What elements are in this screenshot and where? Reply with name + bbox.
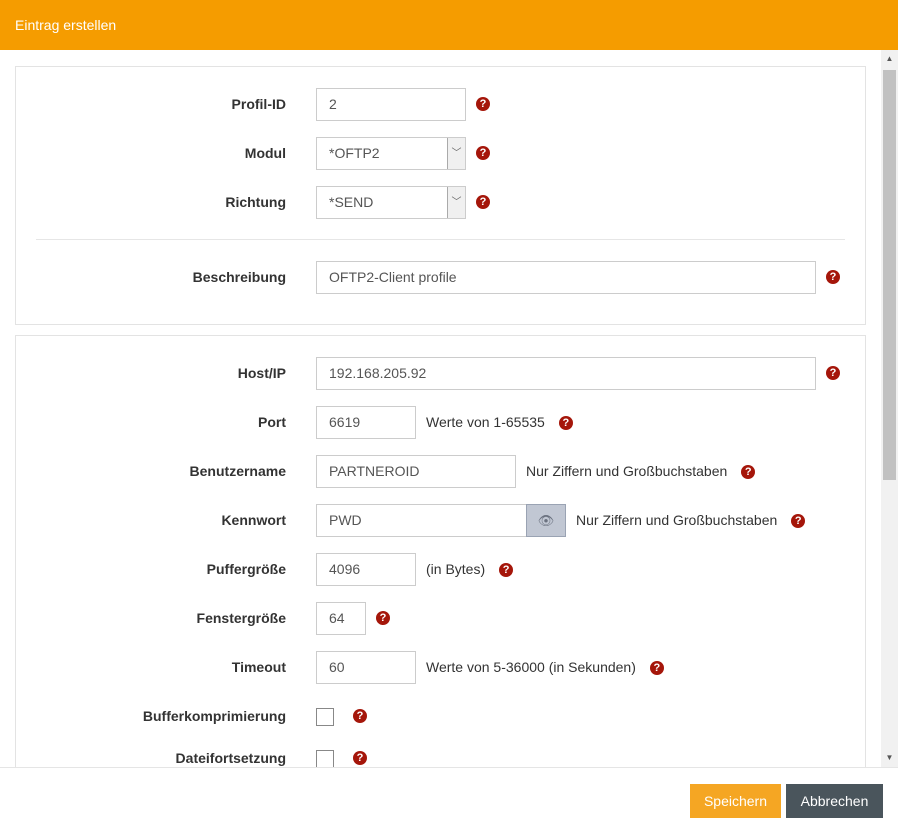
help-icon[interactable]: ? <box>353 751 367 765</box>
module-row: Modul *OFTP2 ﹀ ? <box>16 137 865 170</box>
host-input[interactable]: 192.168.205.92 <box>316 357 816 390</box>
buffer-compression-label: Bufferkomprimierung <box>142 708 286 724</box>
buffer-size-label: Puffergröße <box>206 561 286 577</box>
help-icon[interactable]: ? <box>826 270 840 284</box>
profile-id-input[interactable]: 2 <box>316 88 466 121</box>
help-icon[interactable]: ? <box>649 660 664 675</box>
help-icon[interactable]: ? <box>376 611 390 625</box>
port-row: Port 6619 Werte von 1-65535 ? <box>16 406 865 439</box>
scroll-up-icon[interactable]: ▲ <box>885 54 894 63</box>
port-input[interactable]: 6619 <box>316 406 416 439</box>
description-row: Beschreibung OFTP2-Client profile ? <box>16 261 865 294</box>
dialog-title: Eintrag erstellen <box>15 17 117 33</box>
buffer-size-input[interactable]: 4096 <box>316 553 416 586</box>
general-panel: Profil-ID 2 ? Modul *OFTP2 ﹀ ? Richtung *… <box>15 66 866 325</box>
scrollbar[interactable]: ▲ ▼ <box>881 50 898 767</box>
buffer-size-hint-group: (in Bytes) ? <box>426 553 514 586</box>
help-icon[interactable]: ? <box>499 562 514 577</box>
profile-id-row: Profil-ID 2 ? <box>16 88 865 121</box>
module-select[interactable]: *OFTP2 ﹀ <box>316 137 466 170</box>
username-row: Benutzername PARTNEROID Nur Ziffern und … <box>16 455 865 488</box>
window-size-row: Fenstergröße 64 ? <box>16 602 865 635</box>
port-hint: Werte von 1-65535 <box>426 414 545 430</box>
dialog-header: Eintrag erstellen <box>0 0 898 50</box>
timeout-hint-group: Werte von 5-36000 (in Sekunden) ? <box>426 651 664 684</box>
connection-panel: Host/IP 192.168.205.92 ? Port 6619 Werte… <box>15 335 866 767</box>
port-label: Port <box>258 414 286 430</box>
file-resume-row: Dateifortsetzung ? <box>16 742 865 767</box>
help-icon[interactable]: ? <box>353 709 367 723</box>
scroll-down-icon[interactable]: ▼ <box>885 753 894 762</box>
dialog-body: Profil-ID 2 ? Modul *OFTP2 ﹀ ? Richtung *… <box>0 50 898 767</box>
dialog-footer: Speichern Abbrechen <box>0 767 898 832</box>
description-label: Beschreibung <box>192 269 286 285</box>
window-size-label: Fenstergröße <box>196 610 286 626</box>
timeout-label: Timeout <box>231 659 286 675</box>
host-label: Host/IP <box>237 365 286 381</box>
password-hint-group: Nur Ziffern und Großbuchstaben ? <box>576 504 806 537</box>
host-row: Host/IP 192.168.205.92 ? <box>16 357 865 390</box>
buffer-size-row: Puffergröße 4096 (in Bytes) ? <box>16 553 865 586</box>
window-size-input[interactable]: 64 <box>316 602 366 635</box>
help-icon[interactable]: ? <box>791 513 806 528</box>
chevron-down-icon: ﹀ <box>447 187 465 218</box>
chevron-down-icon: ﹀ <box>447 138 465 169</box>
username-hint-group: Nur Ziffern und Großbuchstaben ? <box>526 455 756 488</box>
direction-label: Richtung <box>225 194 286 210</box>
help-icon[interactable]: ? <box>826 366 840 380</box>
help-icon[interactable]: ? <box>476 97 490 111</box>
password-hint: Nur Ziffern und Großbuchstaben <box>576 512 778 528</box>
help-icon[interactable]: ? <box>476 146 490 160</box>
help-icon[interactable]: ? <box>741 464 756 479</box>
direction-select[interactable]: *SEND ﹀ <box>316 186 466 219</box>
buffer-size-hint: (in Bytes) <box>426 561 486 577</box>
username-input[interactable]: PARTNEROID <box>316 455 516 488</box>
save-button[interactable]: Speichern <box>690 784 781 818</box>
password-row: Kennwort PWD 👁 Nur Ziffern und Großbuchs… <box>16 504 865 537</box>
timeout-hint: Werte von 5-36000 (in Sekunden) <box>426 659 636 675</box>
port-hint-group: Werte von 1-65535 ? <box>426 406 573 439</box>
eye-slash-icon[interactable]: 👁 <box>526 504 566 537</box>
timeout-row: Timeout 60 Werte von 5-36000 (in Sekunde… <box>16 651 865 684</box>
password-input[interactable]: PWD <box>316 504 528 537</box>
buffer-compression-row: Bufferkomprimierung ? <box>16 700 865 733</box>
direction-row: Richtung *SEND ﹀ ? <box>16 186 865 219</box>
username-label: Benutzername <box>189 463 286 479</box>
divider <box>36 239 845 240</box>
module-label: Modul <box>244 145 286 161</box>
buffer-compression-checkbox[interactable] <box>316 708 334 726</box>
timeout-input[interactable]: 60 <box>316 651 416 684</box>
username-hint: Nur Ziffern und Großbuchstaben <box>526 463 728 479</box>
profile-id-label: Profil-ID <box>231 96 286 112</box>
cancel-button[interactable]: Abbrechen <box>786 784 883 818</box>
help-icon[interactable]: ? <box>558 415 573 430</box>
description-input[interactable]: OFTP2-Client profile <box>316 261 816 294</box>
scrollbar-thumb[interactable] <box>883 70 896 480</box>
file-resume-label: Dateifortsetzung <box>175 750 286 766</box>
file-resume-checkbox[interactable] <box>316 750 334 767</box>
module-value: *OFTP2 <box>329 145 380 161</box>
help-icon[interactable]: ? <box>476 195 490 209</box>
password-label: Kennwort <box>221 512 286 528</box>
direction-value: *SEND <box>329 194 374 210</box>
